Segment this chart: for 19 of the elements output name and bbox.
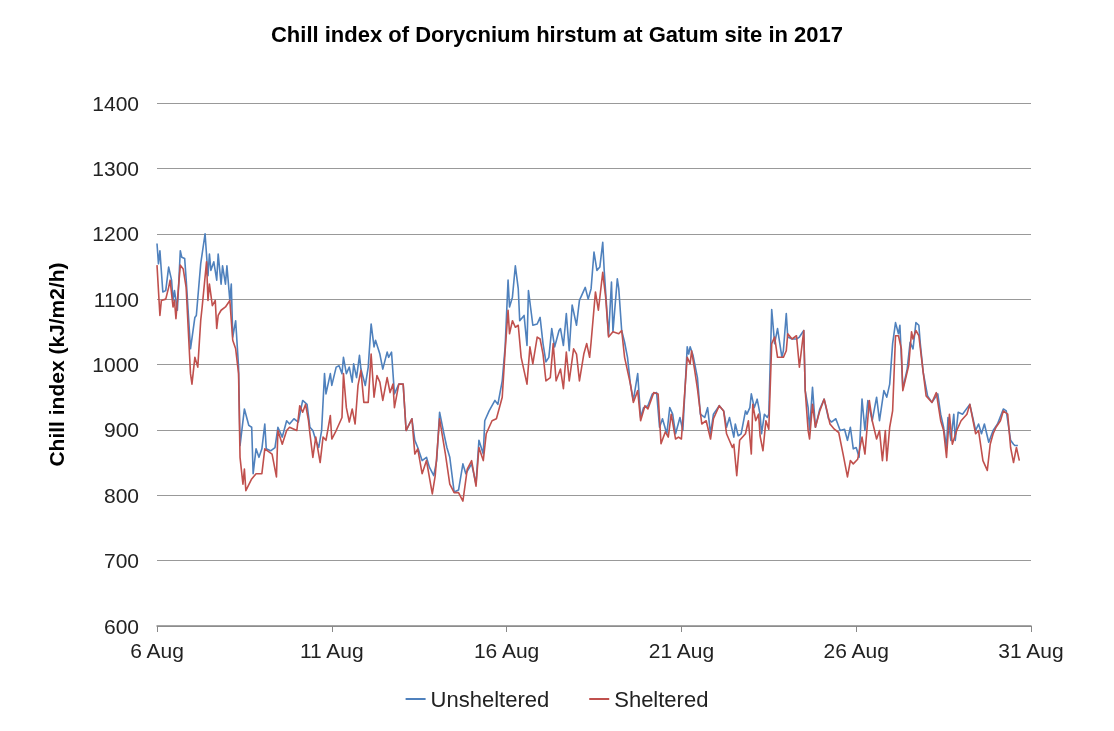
y-tick-label: 1200 [92, 222, 139, 246]
y-tick-label: 1100 [93, 287, 139, 311]
legend-label: Unsheltered [430, 686, 550, 712]
chart-title: Chill index of Dorycnium hirstum at Gatum site in 2017 [270, 21, 844, 47]
y-tick-label: 1400 [92, 91, 139, 115]
y-tick-label: 600 [103, 614, 139, 638]
x-tick-label: 16 Aug [473, 639, 540, 662]
y-axis-title: Chill index (kJ/m2/h) [45, 262, 68, 467]
x-tick-label: 21 Aug [648, 639, 715, 662]
y-tick-label: 800 [103, 483, 139, 507]
x-tick-label: 31 Aug [998, 639, 1064, 662]
y-tick-label: 1300 [92, 156, 139, 180]
x-tick-label: 6 Aug [130, 639, 184, 662]
y-tick-label: 700 [103, 549, 139, 573]
y-tick-label: 1000 [92, 353, 139, 376]
x-tick-label: 11 Aug [299, 639, 364, 662]
y-tick-label: 900 [103, 418, 139, 442]
x-tick-label: 26 Aug [823, 639, 889, 662]
legend-label: Sheltered [614, 686, 709, 712]
